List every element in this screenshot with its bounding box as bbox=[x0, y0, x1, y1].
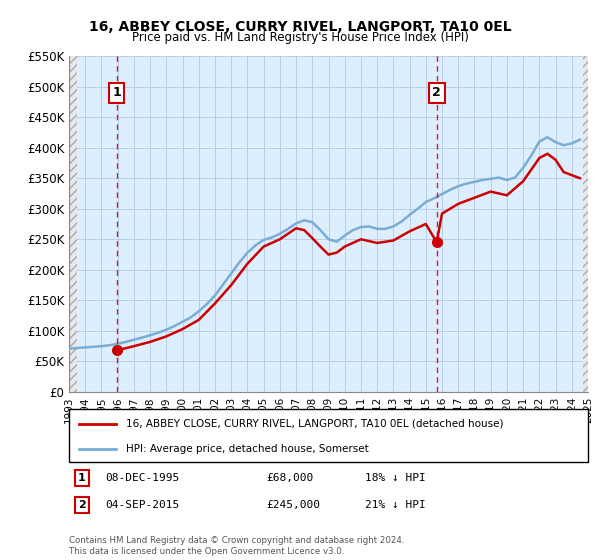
Text: 16, ABBEY CLOSE, CURRY RIVEL, LANGPORT, TA10 0EL: 16, ABBEY CLOSE, CURRY RIVEL, LANGPORT, … bbox=[89, 20, 511, 34]
Text: 16, ABBEY CLOSE, CURRY RIVEL, LANGPORT, TA10 0EL (detached house): 16, ABBEY CLOSE, CURRY RIVEL, LANGPORT, … bbox=[126, 419, 503, 429]
Text: £68,000: £68,000 bbox=[266, 473, 313, 483]
Text: 08-DEC-1995: 08-DEC-1995 bbox=[106, 473, 179, 483]
Text: 21% ↓ HPI: 21% ↓ HPI bbox=[365, 500, 425, 510]
Text: HPI: Average price, detached house, Somerset: HPI: Average price, detached house, Some… bbox=[126, 444, 369, 454]
Text: 18% ↓ HPI: 18% ↓ HPI bbox=[365, 473, 425, 483]
Text: 1: 1 bbox=[78, 473, 86, 483]
Text: 04-SEP-2015: 04-SEP-2015 bbox=[106, 500, 179, 510]
Text: Contains HM Land Registry data © Crown copyright and database right 2024.
This d: Contains HM Land Registry data © Crown c… bbox=[69, 536, 404, 556]
Bar bbox=[583, 56, 588, 392]
Bar bbox=[69, 56, 77, 392]
Text: 2: 2 bbox=[433, 86, 441, 99]
Text: Price paid vs. HM Land Registry's House Price Index (HPI): Price paid vs. HM Land Registry's House … bbox=[131, 31, 469, 44]
FancyBboxPatch shape bbox=[69, 409, 588, 462]
Text: 2: 2 bbox=[78, 500, 86, 510]
Text: £245,000: £245,000 bbox=[266, 500, 320, 510]
Text: 1: 1 bbox=[112, 86, 121, 99]
